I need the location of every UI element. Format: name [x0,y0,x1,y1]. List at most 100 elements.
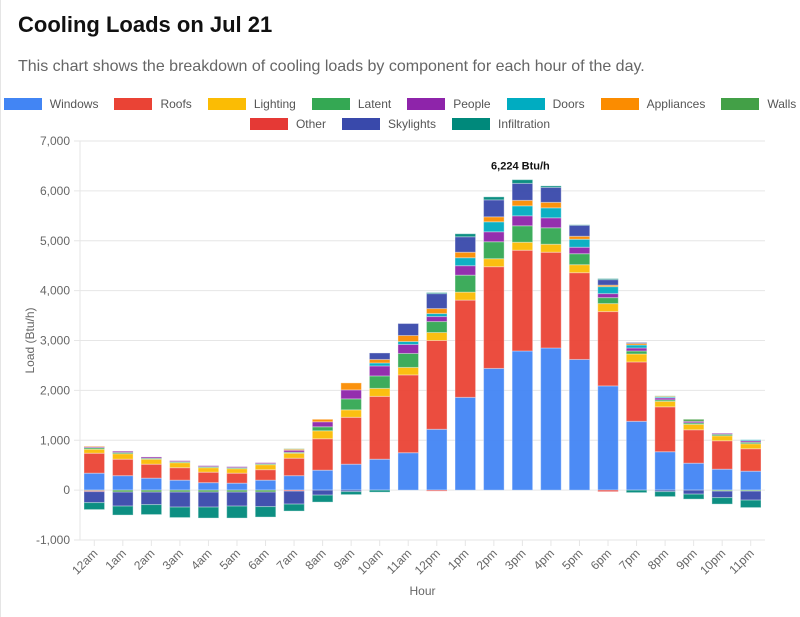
bar-segment-lighting-11am[interactable] [397,366,420,376]
bar-segment-infiltration-10am[interactable] [368,489,391,493]
bar-segment-people-4am[interactable] [197,465,220,468]
bar-segment-skylights-10pm[interactable] [711,490,733,499]
bar-segment-lighting-6am[interactable] [254,464,277,471]
bar-segment-skylights-9pm[interactable] [682,489,705,495]
bar-segment-windows-6am[interactable] [254,479,277,491]
bar-segment-roofs-5am[interactable] [226,472,248,484]
bar-segment-lighting-8pm[interactable] [654,400,676,408]
bar-segment-skylights-2am[interactable] [140,491,163,506]
bar-segment-roofs-6pm[interactable] [597,311,619,387]
bar-segment-roofs-1pm[interactable] [454,299,477,398]
bar-segment-appliances-8am[interactable] [311,418,334,423]
bar-segment-windows-11pm[interactable] [739,470,762,491]
bar-segment-lighting-10am[interactable] [368,387,391,397]
bar-segment-doors-2pm[interactable] [483,221,505,233]
bar-segment-appliances-12pm[interactable] [425,308,448,315]
bar-segment-appliances-3pm[interactable] [511,199,534,207]
bar-segment-infiltration-12pm[interactable] [425,292,448,295]
bar-segment-appliances-2pm[interactable] [483,216,505,223]
legend-item-people[interactable]: People [407,97,491,111]
bar-segment-skylights-12pm[interactable] [425,293,448,310]
bar-segment-infiltration-11pm[interactable] [739,499,762,509]
bar-segment-infiltration-4pm[interactable] [540,185,562,188]
bar-segment-infiltration-6pm[interactable] [597,278,619,281]
bar-segment-doors-5pm[interactable] [568,238,591,248]
bar-segment-windows-8pm[interactable] [654,451,676,491]
bar-segment-roofs-1am[interactable] [112,458,134,477]
bar-segment-windows-10pm[interactable] [711,468,733,491]
bar-segment-infiltration-6am[interactable] [254,506,277,518]
bar-segment-windows-1pm[interactable] [454,396,477,491]
bar-segment-lighting-1am[interactable] [112,453,134,460]
bar-segment-roofs-4pm[interactable] [540,251,562,349]
bar-segment-windows-8am[interactable] [311,469,334,491]
bar-segment-people-10am[interactable] [368,365,391,377]
bar-segment-roofs-9pm[interactable] [682,429,705,464]
bar-segment-people-6am[interactable] [254,462,277,465]
bar-segment-roofs-8pm[interactable] [654,406,676,453]
bar-segment-roofs-7am[interactable] [283,457,305,477]
bar-segment-roofs-11pm[interactable] [739,448,762,472]
bar-segment-lighting-5am[interactable] [226,468,248,474]
bar-segment-roofs-12am[interactable] [83,452,106,474]
bar-segment-windows-10am[interactable] [368,458,391,491]
bar-segment-latent-9am[interactable] [340,398,362,411]
bar-segment-people-6pm[interactable] [597,293,619,299]
legend-item-appliances[interactable]: Appliances [600,97,705,111]
bar-segment-infiltration-9pm[interactable] [682,493,705,500]
bar-segment-roofs-3am[interactable] [169,467,191,481]
bar-segment-lighting-7pm[interactable] [625,353,648,363]
bar-segment-people-1am[interactable] [112,450,134,453]
bar-segment-skylights-12am[interactable] [83,491,106,504]
bar-segment-latent-11am[interactable] [397,352,420,368]
bar-segment-appliances-10am[interactable] [368,358,391,364]
bar-segment-skylights-1pm[interactable] [454,236,477,253]
bar-segment-infiltration-1am[interactable] [112,505,134,516]
bar-segment-skylights-4am[interactable] [197,491,220,508]
bar-segment-skylights-8am[interactable] [311,489,334,496]
bar-segment-skylights-2pm[interactable] [483,199,505,218]
bar-segment-doors-12pm[interactable] [425,313,448,318]
bar-segment-windows-9pm[interactable] [682,462,705,491]
bar-segment-latent-2pm[interactable] [483,241,505,260]
bar-segment-people-7pm[interactable] [625,347,648,352]
bar-segment-appliances-6pm[interactable] [597,284,619,288]
bar-segment-roofs-12pm[interactable] [425,340,448,430]
bar-segment-walls-7am[interactable] [283,448,305,450]
bar-segment-windows-7pm[interactable] [625,420,648,491]
bar-segment-people-12pm[interactable] [425,316,448,323]
bar-segment-latent-12pm[interactable] [425,321,448,334]
bar-segment-lighting-7am[interactable] [283,452,305,459]
bar-segment-lighting-1pm[interactable] [454,291,477,301]
bar-segment-infiltration-2pm[interactable] [483,196,505,201]
bar-segment-doors-11pm[interactable] [739,439,762,442]
bar-segment-roofs-10am[interactable] [368,395,391,460]
bar-segment-latent-9pm[interactable] [682,422,705,425]
bar-segment-lighting-2pm[interactable] [483,258,505,268]
bar-segment-lighting-10pm[interactable] [711,435,733,442]
legend-item-infiltration[interactable]: Infiltration [452,117,550,131]
bar-segment-people-3am[interactable] [169,460,191,463]
bar-segment-people-2pm[interactable] [483,231,505,243]
bar-segment-walls-9pm[interactable] [682,418,705,422]
bar-segment-people-3pm[interactable] [511,215,534,227]
bar-segment-lighting-9pm[interactable] [682,423,705,431]
bar-segment-skylights-11am[interactable] [397,323,420,337]
bar-segment-skylights-4pm[interactable] [540,186,562,203]
bar-segment-roofs-11am[interactable] [397,374,420,454]
bar-segment-infiltration-7pm[interactable] [625,489,648,494]
bar-segment-windows-3pm[interactable] [511,350,534,491]
bar-segment-latent-4pm[interactable] [540,227,562,245]
bar-segment-latent-8am[interactable] [311,426,334,432]
bar-segment-skylights-11pm[interactable] [739,490,762,501]
bar-segment-windows-4am[interactable] [197,482,220,491]
bar-segment-skylights-10am[interactable] [368,352,391,360]
bar-segment-latent-1pm[interactable] [454,274,477,293]
bar-segment-windows-11am[interactable] [397,452,420,491]
bar-segment-roofs-6am[interactable] [254,469,277,481]
bar-segment-appliances-1pm[interactable] [454,251,477,259]
bar-segment-infiltration-9am[interactable] [340,491,362,496]
bar-segment-windows-3am[interactable] [169,479,191,491]
bar-segment-lighting-12pm[interactable] [425,332,448,341]
bar-segment-windows-6pm[interactable] [597,385,619,491]
